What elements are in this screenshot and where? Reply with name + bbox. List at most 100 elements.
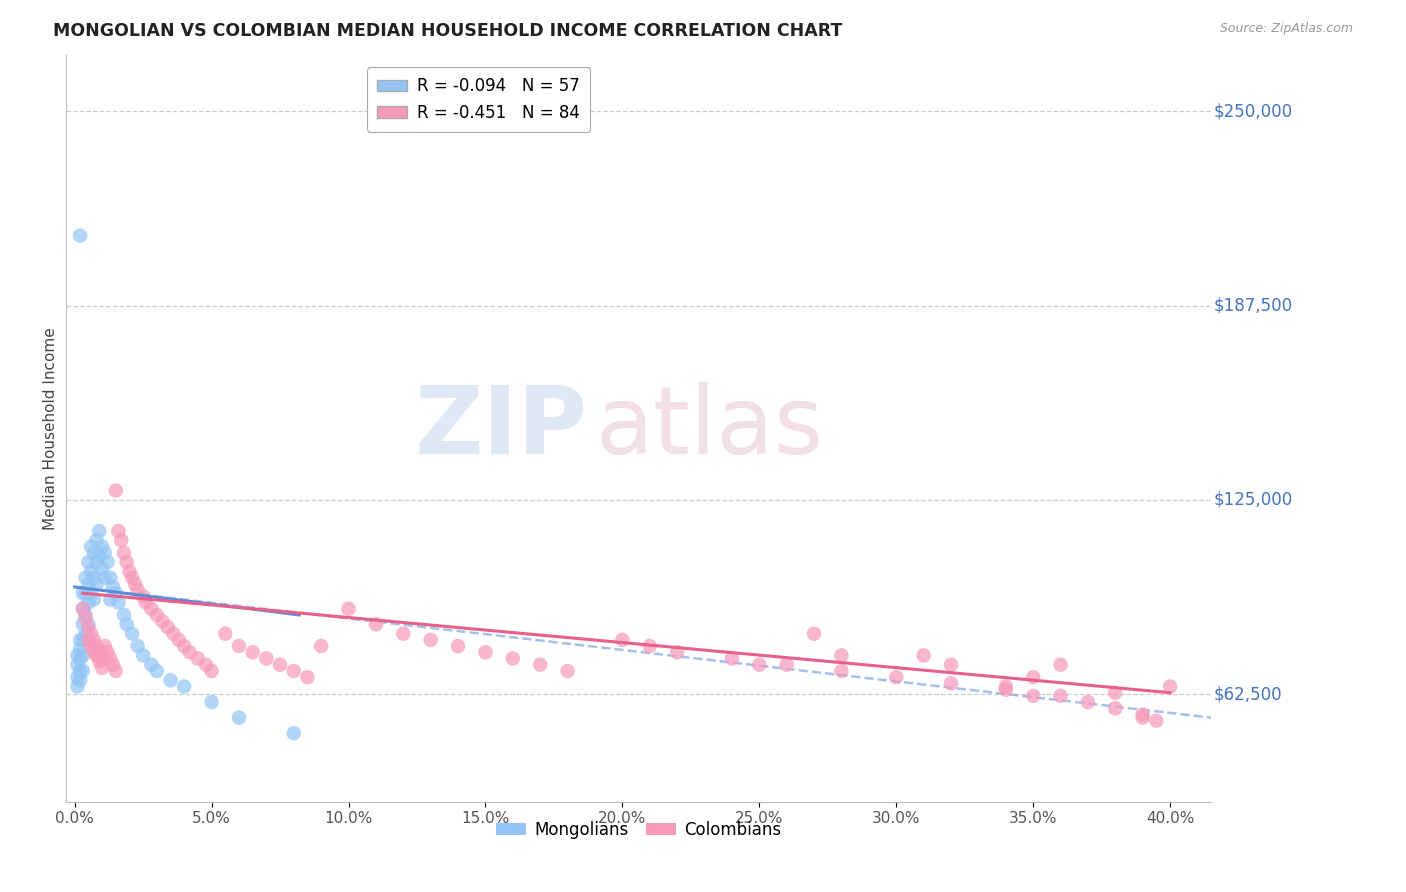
Point — [146, 607, 169, 622]
Point — [77, 577, 100, 591]
Y-axis label: Median Household Income: Median Household Income — [44, 327, 58, 530]
Point — [77, 632, 100, 647]
Point — [283, 664, 305, 678]
Point — [77, 555, 100, 569]
Point — [364, 617, 387, 632]
Point — [80, 639, 103, 653]
Point — [939, 657, 962, 672]
Point — [474, 645, 496, 659]
Point — [557, 664, 579, 678]
Point — [91, 561, 114, 575]
Point — [269, 657, 291, 672]
Point — [200, 664, 222, 678]
Point — [101, 580, 124, 594]
Text: $62,500: $62,500 — [1213, 685, 1282, 703]
Point — [66, 648, 89, 663]
Point — [309, 639, 332, 653]
Point — [529, 657, 551, 672]
Point — [112, 546, 135, 560]
Point — [1022, 670, 1045, 684]
Point — [1104, 701, 1126, 715]
Point — [200, 695, 222, 709]
Point — [337, 601, 360, 615]
Point — [830, 648, 852, 663]
Point — [86, 555, 108, 569]
Point — [86, 533, 108, 548]
Point — [666, 645, 689, 659]
Text: Source: ZipAtlas.com: Source: ZipAtlas.com — [1219, 22, 1353, 36]
Point — [132, 648, 155, 663]
Point — [86, 577, 108, 591]
Point — [132, 590, 155, 604]
Point — [1104, 686, 1126, 700]
Point — [179, 645, 201, 659]
Point — [127, 583, 149, 598]
Point — [638, 639, 661, 653]
Point — [254, 651, 277, 665]
Point — [141, 601, 163, 615]
Text: $125,000: $125,000 — [1213, 491, 1292, 509]
Point — [884, 670, 907, 684]
Point — [803, 626, 825, 640]
Point — [72, 632, 94, 647]
Point — [297, 670, 319, 684]
Point — [1132, 710, 1154, 724]
Point — [80, 540, 103, 554]
Point — [72, 617, 94, 632]
Point — [94, 546, 117, 560]
Point — [80, 586, 103, 600]
Point — [162, 626, 184, 640]
Point — [121, 571, 143, 585]
Point — [104, 664, 127, 678]
Point — [124, 577, 146, 591]
Text: MONGOLIAN VS COLOMBIAN MEDIAN HOUSEHOLD INCOME CORRELATION CHART: MONGOLIAN VS COLOMBIAN MEDIAN HOUSEHOLD … — [53, 22, 842, 40]
Point — [1022, 689, 1045, 703]
Point — [91, 661, 114, 675]
Point — [69, 664, 91, 678]
Point — [167, 632, 190, 647]
Point — [98, 651, 121, 665]
Point — [72, 648, 94, 663]
Point — [156, 620, 179, 634]
Point — [98, 571, 121, 585]
Point — [721, 651, 744, 665]
Point — [121, 626, 143, 640]
Point — [75, 586, 97, 600]
Point — [83, 571, 105, 585]
Point — [98, 592, 121, 607]
Point — [419, 632, 441, 647]
Point — [72, 664, 94, 678]
Point — [118, 565, 141, 579]
Text: ZIP: ZIP — [415, 383, 588, 475]
Point — [830, 664, 852, 678]
Point — [112, 607, 135, 622]
Point — [75, 607, 97, 622]
Point — [75, 611, 97, 625]
Point — [612, 632, 634, 647]
Point — [115, 555, 138, 569]
Point — [77, 595, 100, 609]
Point — [69, 642, 91, 657]
Point — [242, 645, 264, 659]
Point — [107, 524, 129, 538]
Point — [72, 601, 94, 615]
Text: $187,500: $187,500 — [1213, 296, 1292, 315]
Point — [776, 657, 799, 672]
Point — [69, 673, 91, 688]
Point — [66, 670, 89, 684]
Point — [228, 639, 250, 653]
Point — [502, 651, 524, 665]
Point — [187, 651, 209, 665]
Point — [91, 540, 114, 554]
Point — [173, 639, 195, 653]
Point — [89, 524, 111, 538]
Point — [110, 533, 132, 548]
Point — [86, 639, 108, 653]
Point — [141, 657, 163, 672]
Point — [80, 565, 103, 579]
Point — [1049, 689, 1071, 703]
Point — [994, 680, 1017, 694]
Point — [69, 228, 91, 243]
Point — [214, 626, 236, 640]
Text: atlas: atlas — [595, 383, 824, 475]
